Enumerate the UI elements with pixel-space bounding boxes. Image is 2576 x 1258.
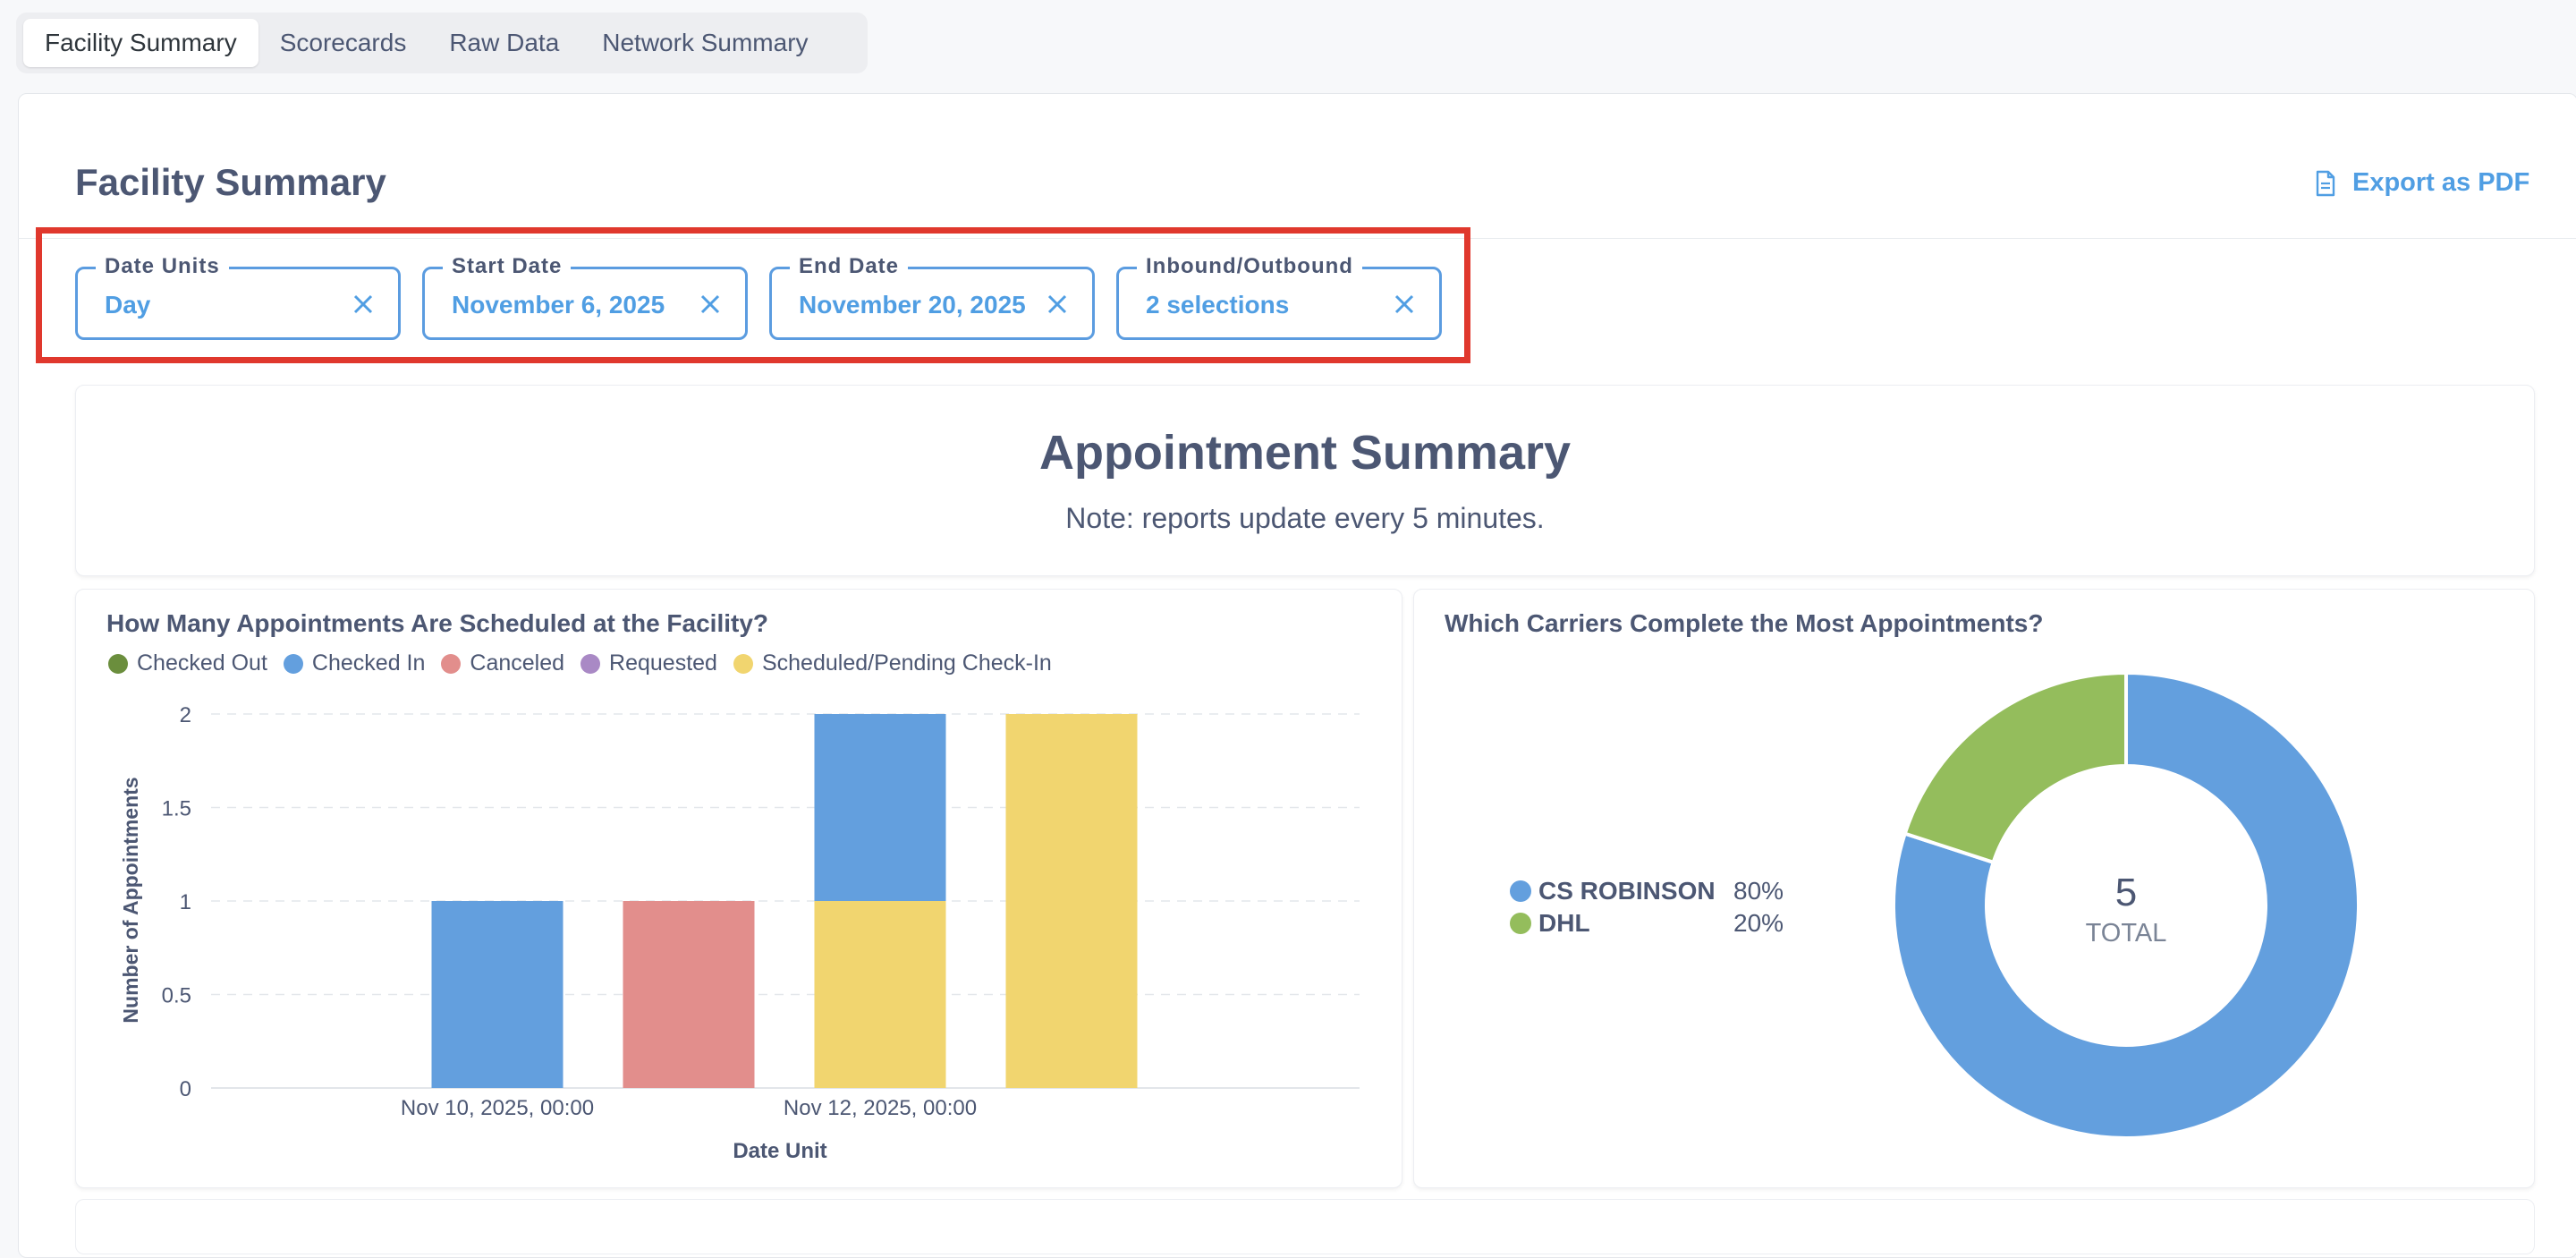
bar-segment <box>431 901 564 1088</box>
close-icon[interactable] <box>699 293 722 316</box>
legend-label: Canceled <box>470 650 565 676</box>
y-tick-label: 1 <box>180 890 191 914</box>
chart-title: Which Carriers Complete the Most Appoint… <box>1445 609 2044 637</box>
legend-label: CS ROBINSON <box>1538 877 1716 905</box>
filter-value: Day <box>105 291 151 319</box>
close-icon[interactable] <box>1046 293 1069 316</box>
chart-title: How Many Appointments Are Scheduled at t… <box>106 609 769 637</box>
filter-value: November 6, 2025 <box>452 291 665 319</box>
donut-center-value: 5 <box>2115 871 2137 914</box>
legend-dot <box>441 653 462 674</box>
start-date-filter[interactable]: Start Date November 6, 2025 <box>422 254 748 340</box>
donut-legend: CS ROBINSON 80% DHL 20% <box>1510 875 1784 939</box>
legend-label: Checked In <box>311 650 426 676</box>
tab-facility-summary[interactable]: Facility Summary <box>23 19 258 67</box>
legend-item-canceled[interactable]: Canceled <box>441 650 564 676</box>
bar-segment <box>623 901 755 1088</box>
y-tick-label: 2 <box>180 703 191 727</box>
x-tick-label: Nov 10, 2025, 00:00 <box>401 1096 594 1120</box>
y-tick-label: 0.5 <box>162 984 191 1008</box>
bar-segment <box>814 714 946 901</box>
close-icon[interactable] <box>352 293 375 316</box>
legend-label: Scheduled/Pending Check-In <box>761 650 1052 676</box>
legend-label: DHL <box>1538 909 1590 937</box>
inbound-outbound-filter[interactable]: Inbound/Outbound 2 selections <box>1116 254 1442 340</box>
dashboard-tab-bar: Facility Summary Scorecards Raw Data Net… <box>16 13 868 73</box>
date-units-filter[interactable]: Date Units Day <box>75 254 401 340</box>
legend-item-cs-robinson[interactable]: CS ROBINSON 80% <box>1510 875 1784 907</box>
legend-dot <box>733 653 753 674</box>
legend-item-scheduled[interactable]: Scheduled/Pending Check-In <box>733 650 1052 676</box>
bar-segment <box>814 901 946 1088</box>
export-pdf-button[interactable]: Export as PDF <box>2315 168 2529 198</box>
filters-highlight <box>36 227 1470 363</box>
legend-item-requested[interactable]: Requested <box>580 650 717 676</box>
appointment-summary-card: Appointment Summary Note: reports update… <box>75 385 2535 576</box>
x-tick-label: Nov 12, 2025, 00:00 <box>784 1096 977 1120</box>
tab-raw-data[interactable]: Raw Data <box>449 29 560 56</box>
filter-label: Inbound/Outbound <box>1137 254 1362 279</box>
legend-item-dhl[interactable]: DHL 20% <box>1510 907 1784 939</box>
donut-slice <box>1892 670 2360 1140</box>
filter-value: November 20, 2025 <box>799 291 1026 319</box>
filter-label: Date Units <box>96 254 229 279</box>
donut-center-label: TOTAL <box>2086 919 2167 948</box>
export-pdf-label: Export as PDF <box>2352 168 2530 197</box>
y-tick-label: 1.5 <box>162 797 191 821</box>
end-date-filter[interactable]: End Date November 20, 2025 <box>769 254 1095 340</box>
carriers-donut-chart: 5 TOTAL <box>1892 670 2360 1140</box>
next-card <box>75 1199 2535 1254</box>
document-icon <box>2316 170 2335 196</box>
header-divider <box>18 238 2576 239</box>
legend-dot <box>1510 913 1531 934</box>
page-title: Facility Summary <box>75 161 386 203</box>
close-icon[interactable] <box>1393 293 1416 316</box>
legend-dot <box>283 653 303 674</box>
legend-percent: 80% <box>1733 877 1784 905</box>
legend-label: Checked Out <box>137 650 267 676</box>
filter-label: Start Date <box>443 254 572 279</box>
legend-dot <box>1510 880 1531 902</box>
tab-network-summary[interactable]: Network Summary <box>602 29 809 56</box>
summary-note: Note: reports update every 5 minutes. <box>1065 502 1545 534</box>
legend-dot <box>580 653 601 674</box>
legend-dot <box>108 653 128 674</box>
tab-scorecards[interactable]: Scorecards <box>279 29 407 56</box>
legend-item-checked-in[interactable]: Checked In <box>283 650 426 676</box>
y-axis-title: Number of Appointments <box>119 777 142 1023</box>
legend-item-checked-out[interactable]: Checked Out <box>108 650 267 676</box>
x-axis-title: Date Unit <box>733 1139 826 1163</box>
summary-title: Appointment Summary <box>1038 426 1572 480</box>
chart-legend: Checked Out Checked In Canceled Requeste… <box>108 650 1068 676</box>
bar-segment <box>1005 714 1138 1088</box>
legend-label: Requested <box>609 650 717 676</box>
donut-slice <box>1902 670 2128 865</box>
appointments-bar-chart: 0 0.5 1 1.5 2 Nov 10, 2025, 00:00 Nov 12, 2025… <box>119 703 1360 1163</box>
y-tick-label: 0 <box>180 1077 191 1101</box>
filter-label: End Date <box>790 254 909 279</box>
legend-percent: 20% <box>1733 909 1784 937</box>
filter-value: 2 selections <box>1146 291 1290 319</box>
